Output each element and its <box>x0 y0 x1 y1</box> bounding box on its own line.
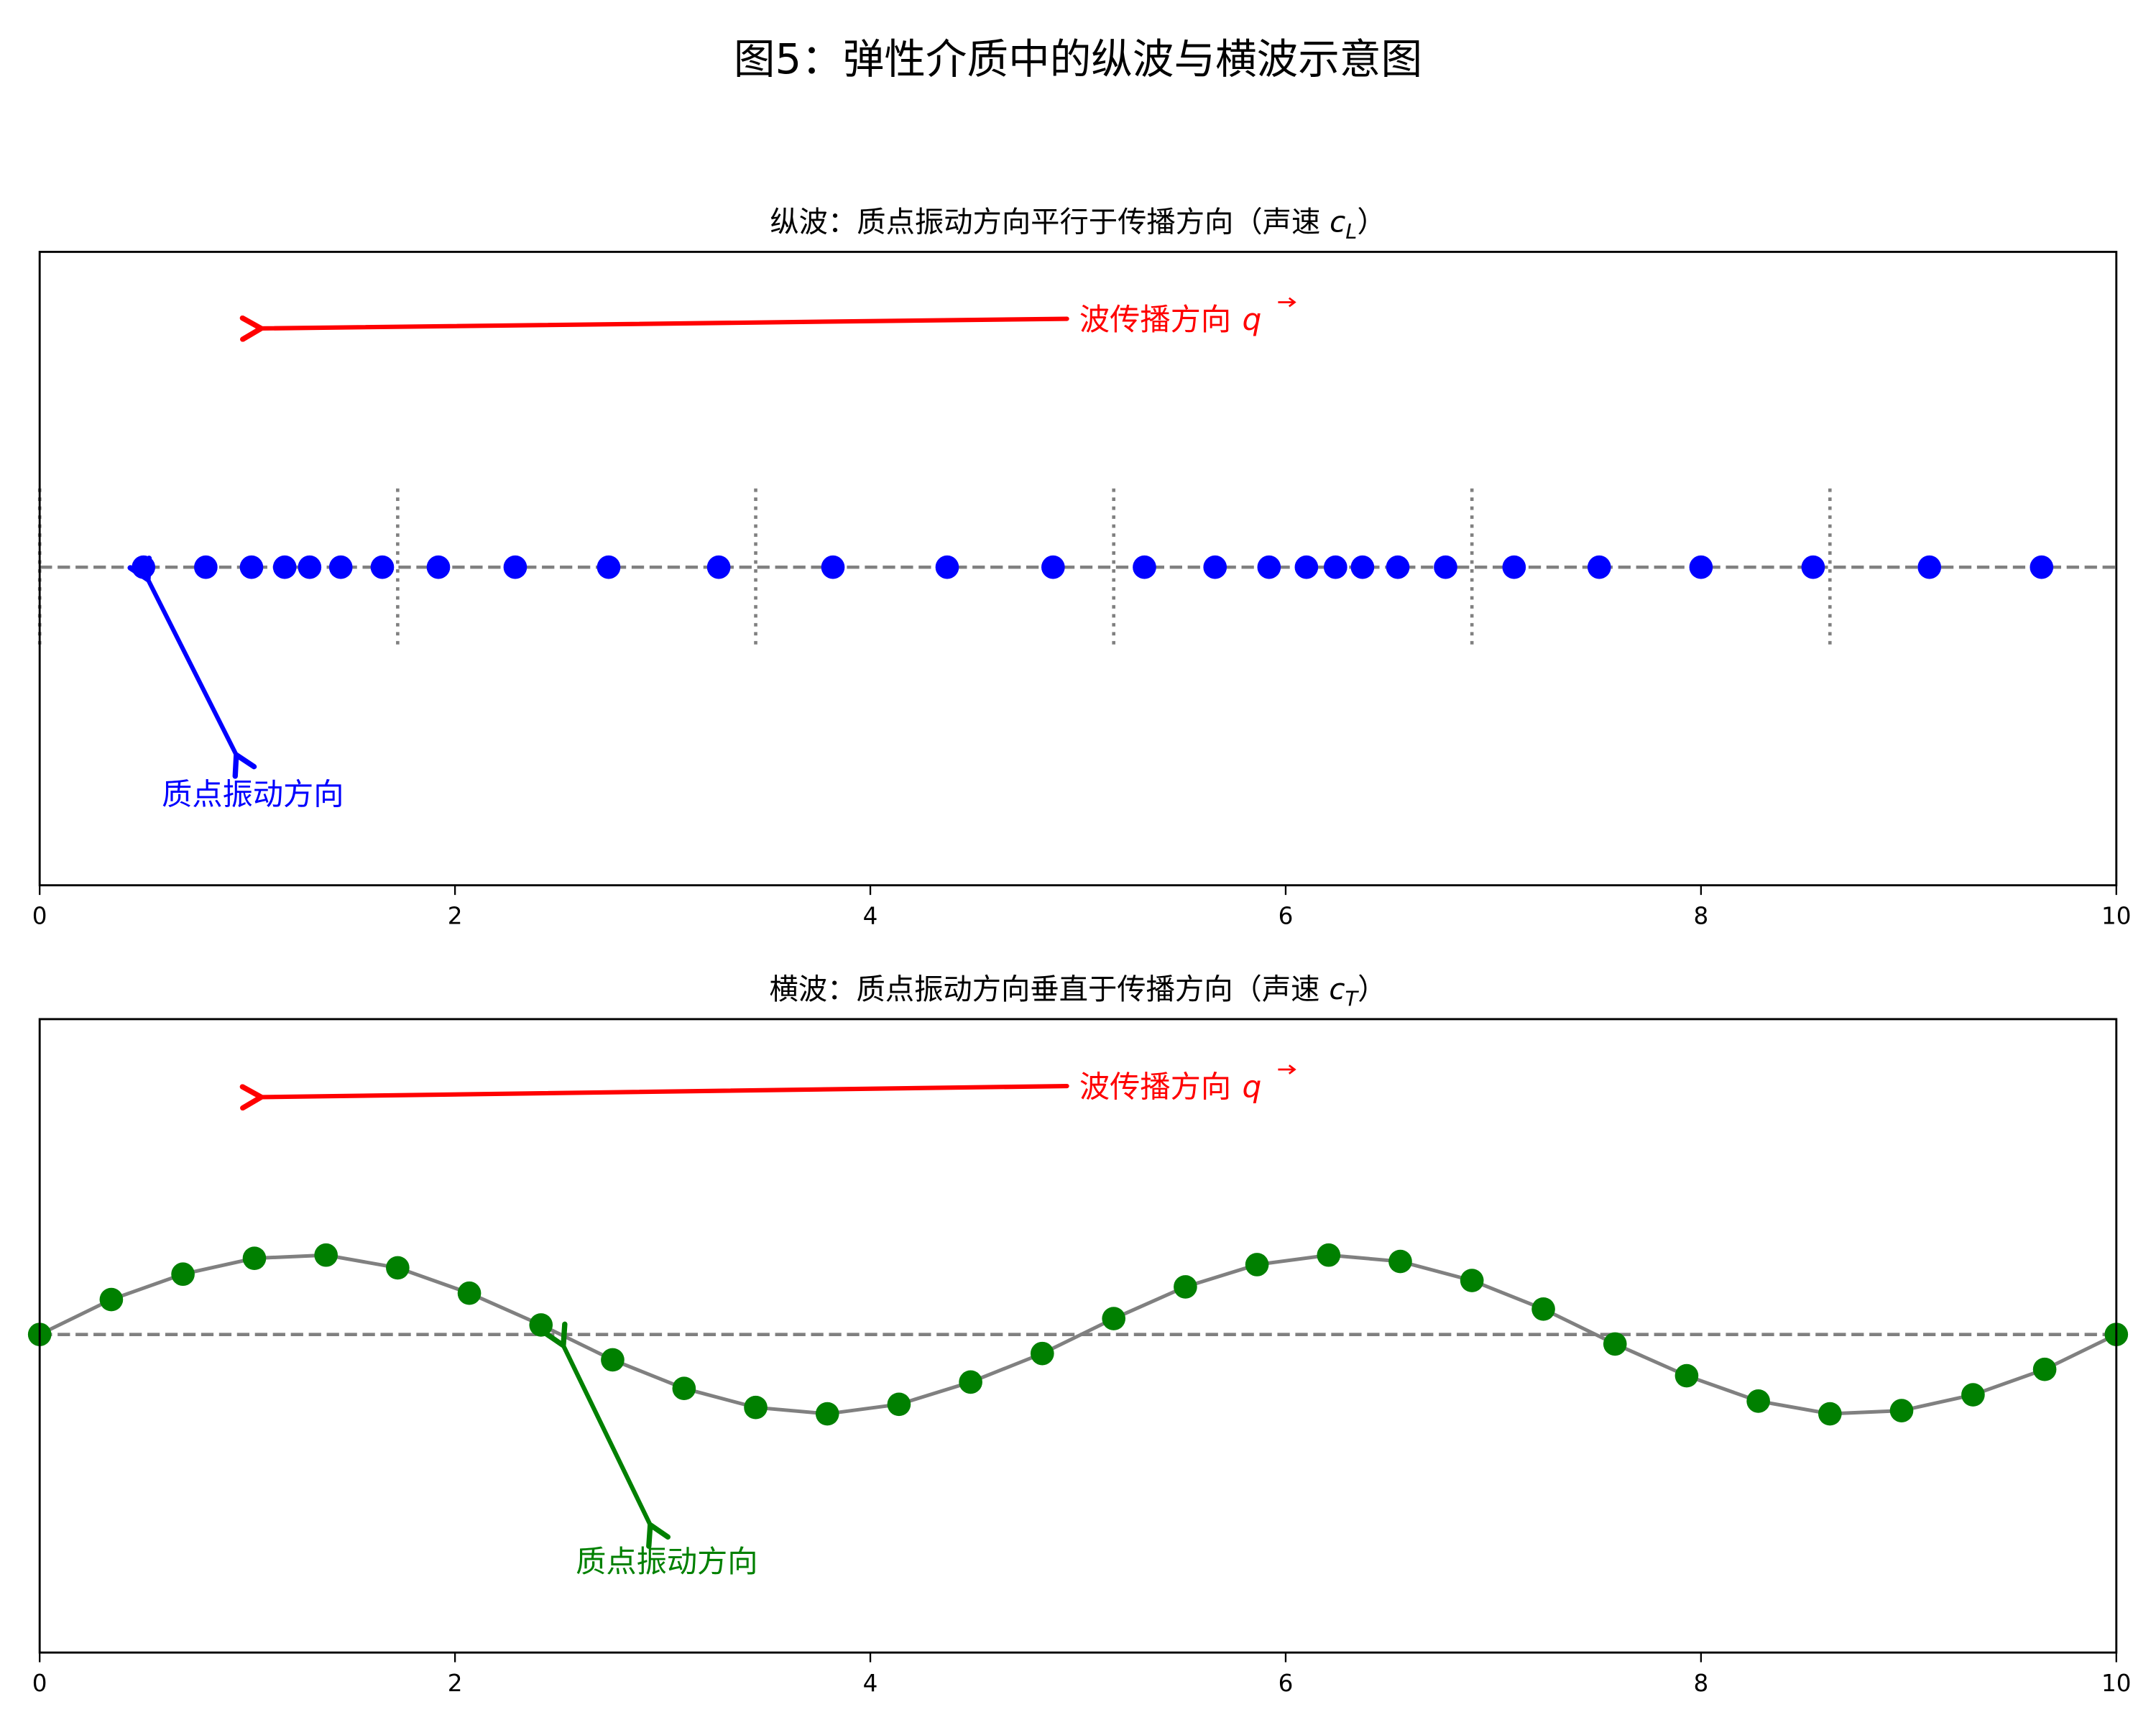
particle-marker <box>1257 555 1281 579</box>
particle-marker <box>1350 555 1375 579</box>
particle-marker <box>1801 555 1825 579</box>
particle-marker <box>1203 555 1227 579</box>
particle-marker <box>1961 1383 1985 1407</box>
particle-marker <box>239 555 264 579</box>
particle-marker <box>1689 555 1713 579</box>
particle-marker <box>1818 1402 1842 1426</box>
particle-marker <box>1133 555 1156 579</box>
particle-marker <box>1386 555 1410 579</box>
particle-marker <box>596 555 621 579</box>
particle-marker <box>386 1256 410 1280</box>
particle-marker <box>1460 1269 1484 1292</box>
longitudinal-wave-panel: 纵波：质点振动方向平行于传播方向（声速 cL） 波传播方向 q 质点振动方向 0 2… <box>32 206 2132 930</box>
particle-marker <box>935 555 959 579</box>
particle-marker <box>529 1313 553 1337</box>
propagation-label: 波传播方向 q <box>1079 1069 1261 1104</box>
transverse-wave-panel: 横波：质点振动方向垂直于传播方向（声速 cT） 波传播方向 q 质点振动方向 0 2… <box>27 972 2132 1697</box>
particle-marker <box>314 1243 338 1267</box>
particle-marker <box>503 555 528 579</box>
wave-curve <box>27 1243 2129 1426</box>
x-tick-label: 6 <box>1279 1670 1294 1697</box>
wave-line <box>39 1253 2117 1416</box>
q-vector-symbol: q <box>1242 302 1261 337</box>
particle-marker <box>298 555 322 579</box>
propagation-arrow <box>239 315 1069 342</box>
oscillation-label: 质点振动方向 <box>576 1544 757 1579</box>
particle-marker <box>1434 555 1457 579</box>
particle-marker <box>426 555 451 579</box>
oscillation-arrow <box>543 1321 671 1549</box>
particle-marker <box>194 555 218 579</box>
particle-marker <box>1323 555 1348 579</box>
particle-marker <box>1502 555 1526 579</box>
x-tick-label: 8 <box>1693 902 1708 929</box>
x-tick-label: 10 <box>2101 902 2132 929</box>
x-tick-label: 6 <box>1279 902 1294 929</box>
particle-marker <box>1245 1253 1269 1276</box>
x-tick-label: 4 <box>863 902 878 929</box>
x-tick-label: 4 <box>863 1670 878 1697</box>
particle-marker <box>1917 555 1942 579</box>
particle-marker <box>132 555 155 579</box>
particle-marker <box>1030 1341 1054 1366</box>
axes-frame <box>38 250 2118 887</box>
particle-marker <box>744 1395 768 1420</box>
particle-marker <box>1531 1297 1555 1321</box>
longitudinal-panel-title: 纵波：质点振动方向平行于传播方向（声速 cL） <box>770 206 1386 244</box>
particle-marker <box>2032 1357 2057 1381</box>
x-tick-label: 2 <box>448 1670 463 1697</box>
particle-marker <box>887 1392 911 1417</box>
oscillation-label: 质点振动方向 <box>162 776 344 811</box>
particle-marker <box>242 1246 267 1270</box>
x-tick-label: 10 <box>2101 1670 2132 1697</box>
particle-marker <box>328 555 353 579</box>
particle-marker <box>1041 555 1065 579</box>
particle-marker <box>672 1376 696 1401</box>
particle-marker <box>1746 1389 1770 1413</box>
propagation-label: 波传播方向 q <box>1079 302 1261 337</box>
particle-marker <box>821 555 845 579</box>
particle-marker <box>601 1348 625 1372</box>
particle-marker <box>1102 1307 1126 1330</box>
transverse-panel-title: 横波：质点振动方向垂直于传播方向（声速 cT） <box>770 972 1387 1011</box>
x-tick-label: 0 <box>32 902 47 929</box>
particle-marker <box>1174 1275 1197 1299</box>
propagation-arrow <box>239 1083 1069 1111</box>
x-tick-label: 2 <box>448 902 463 929</box>
particle-marker <box>99 1287 124 1312</box>
particle-marker <box>2030 555 2054 579</box>
x-tick-label: 0 <box>32 1670 47 1697</box>
particle-marker <box>1317 1243 1341 1267</box>
figure-title: 图5：弹性介质中的纵波与横波示意图 <box>734 35 1422 83</box>
particle-marker <box>1294 555 1319 579</box>
particle-marker <box>272 555 297 579</box>
q-vector-symbol: q <box>1242 1069 1261 1104</box>
particle-marker <box>457 1281 482 1305</box>
particle-marker <box>171 1262 195 1287</box>
x-axis-ticks: 0 2 4 6 8 10 <box>32 885 2132 929</box>
x-axis-ticks: 0 2 4 6 8 10 <box>32 1652 2132 1697</box>
particle-marker <box>815 1402 839 1426</box>
particle-marker <box>370 555 395 579</box>
particle-marker <box>959 1370 982 1394</box>
particle-marker <box>706 555 731 579</box>
particle-marker <box>1889 1399 1914 1422</box>
particle-marker <box>1603 1332 1627 1356</box>
vector-arrow-icon <box>1278 297 1296 308</box>
particle-marker <box>1388 1249 1412 1274</box>
particle-marker <box>1674 1363 1699 1388</box>
vector-arrow-icon <box>1278 1064 1296 1075</box>
axes-frame <box>38 1018 2118 1654</box>
x-tick-label: 8 <box>1693 1670 1708 1697</box>
particle-marker <box>1587 555 1611 579</box>
oscillation-arrow <box>127 556 257 779</box>
